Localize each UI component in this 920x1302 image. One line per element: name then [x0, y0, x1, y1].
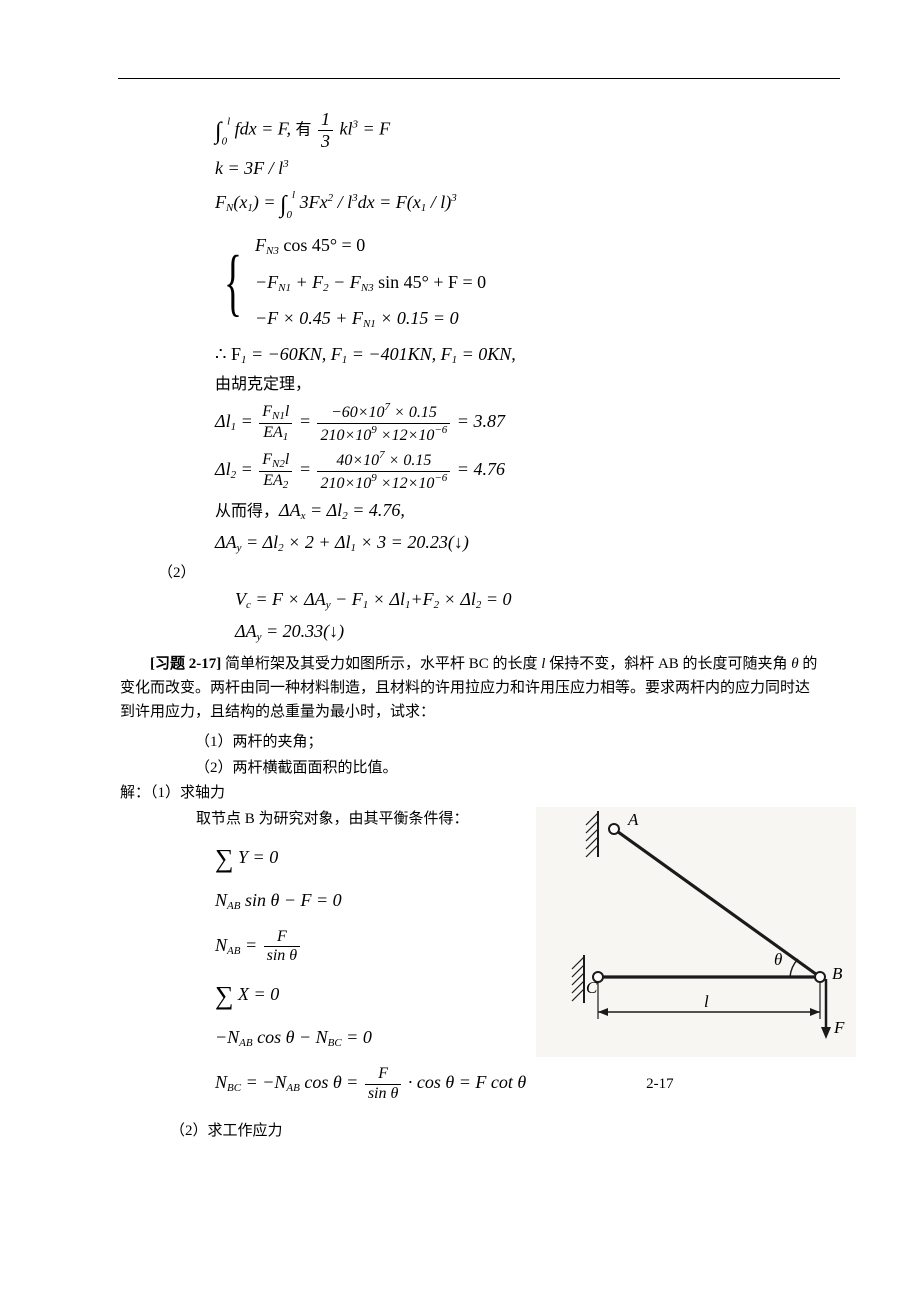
force-label: F — [833, 1018, 845, 1037]
eq-line: Δl1 = FN1lEA1 = −60×107 × 0.15210×109 ×1… — [215, 401, 820, 445]
text-line: 由胡克定理， — [215, 373, 820, 398]
top-rule — [118, 78, 840, 79]
eq-line: ΔAy = 20.33(↓) — [235, 618, 820, 646]
eq-ref: 2-17 — [646, 1076, 674, 1093]
eq-line: FN3 cos 45° = 0 — [255, 232, 486, 260]
part-label-2: （2） — [158, 561, 820, 582]
math-block-2: Vc = F × ΔAy − F1 × Δl1+F2 × Δl2 = 0 ΔAy… — [235, 586, 820, 646]
integral-symbol: ∫ — [215, 118, 222, 144]
brace-system: { FN3 cos 45° = 0 −FN1 + F2 − FN3 sin 45… — [215, 228, 820, 336]
problem-text: [习题 2-17] 简单桁架及其受力如图所示，水平杆 BC 的长度 l 保持不变… — [120, 652, 820, 724]
eq-line: −FN1 + F2 − FN3 sin 45° + F = 0 — [255, 269, 486, 297]
truss-diagram: A C B θ l F — [536, 807, 856, 1057]
eq-line: k = 3F / l3 — [215, 155, 820, 183]
eq-line: NBC = −NAB cos θ = Fsin θ · cos θ = F co… — [215, 1065, 820, 1103]
fraction: Fsin θ — [365, 1065, 402, 1103]
sum-symbol: ∑ — [215, 844, 234, 873]
eq-line: FN(x1) = ∫0l 3Fx2 / l3dx = F(x1 / l)3 — [215, 187, 820, 224]
sum-symbol: ∑ — [215, 981, 234, 1010]
fraction: FN1lEA1 — [259, 403, 292, 443]
solution-tail: （2）求工作应力 — [170, 1119, 820, 1140]
lower-section: 取节点 B 为研究对象，由其平衡条件得： ∑ Y = 0 NAB sin θ −… — [140, 807, 820, 1104]
problem-tag: [习题 2-17] — [150, 656, 221, 672]
fraction: 13 — [318, 109, 333, 151]
eq-line: Vc = F × ΔAy − F1 × Δl1+F2 × Δl2 = 0 — [235, 586, 820, 614]
fraction: 40×107 × 0.15210×109 ×12×10−6 — [317, 449, 450, 493]
fraction: FN2lEA2 — [259, 451, 292, 491]
eq-line: −F × 0.45 + FN1 × 0.15 = 0 — [255, 305, 486, 333]
eq-line: ∫0l fdx = F, 有 13 kl3 = F — [215, 109, 820, 151]
node-label-a: A — [627, 810, 639, 829]
eq-line: Δl2 = FN2lEA2 = 40×107 × 0.15210×109 ×12… — [215, 449, 820, 493]
theta-label: θ — [774, 950, 782, 969]
node-label-c: C — [586, 978, 598, 997]
question-2: （2）两杆横截面面积的比值。 — [195, 756, 820, 782]
length-label: l — [704, 992, 709, 1011]
fraction: −60×107 × 0.15210×109 ×12×10−6 — [317, 401, 450, 445]
eq-line: ΔAy = Δl2 × 2 + Δl1 × 3 = 20.23(↓) — [215, 529, 820, 557]
eq-line: ∴ F1 = −60KN, F1 = −401KN, F1 = 0KN, — [215, 341, 820, 369]
fraction: Fsin θ — [264, 928, 301, 966]
node-label-b: B — [832, 964, 843, 983]
eq-line: 从而得，ΔAx = Δl2 = 4.76, — [215, 497, 820, 525]
math-block-1: ∫0l fdx = F, 有 13 kl3 = F k = 3F / l3 FN… — [215, 109, 820, 557]
question-1: （1）两杆的夹角； — [195, 730, 820, 756]
figure-2-17: A C B θ l F — [536, 807, 856, 1057]
solution-head: 解：（1）求轴力 — [120, 781, 820, 807]
left-brace: { — [224, 245, 242, 320]
page: ∫0l fdx = F, 有 13 kl3 = F k = 3F / l3 FN… — [0, 0, 920, 1200]
